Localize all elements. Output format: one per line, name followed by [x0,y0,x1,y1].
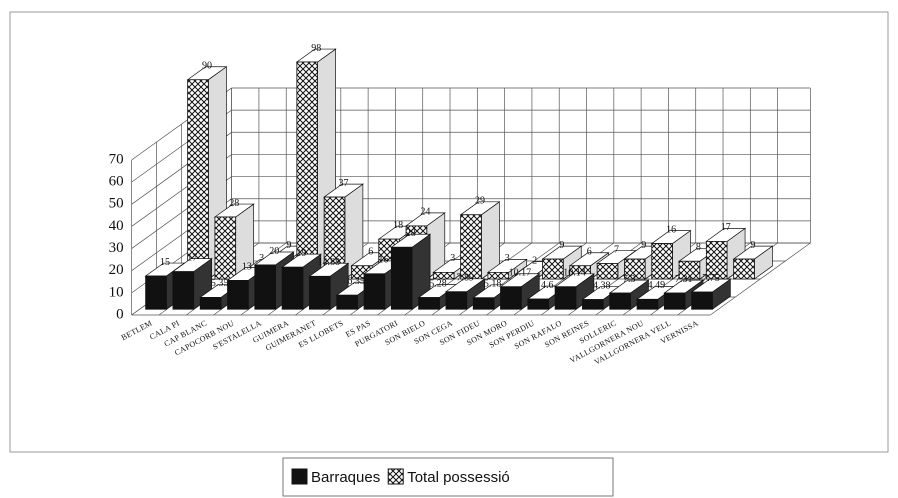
bar [460,214,482,280]
data-label: 17 [721,222,731,233]
data-label: 4.38 [593,280,611,291]
bar [609,292,631,310]
legend: Barraques Total possessió [291,468,510,486]
y-tick-label: 70 [109,151,124,167]
legend-box [282,457,614,497]
bar [554,286,577,310]
data-label: 10.14 [563,268,586,279]
legend-label: Total possessió [407,469,510,486]
data-label: 7.31 [675,274,693,285]
bar [187,79,209,280]
data-label: 9 [641,240,646,251]
bar [636,298,659,310]
data-label: 5.28 [429,278,447,289]
data-label: 9 [559,240,564,251]
bar [663,292,686,310]
bar [432,271,455,280]
data-label: 90 [202,61,212,72]
bar [363,273,386,310]
bar [227,280,249,310]
bar [542,258,564,280]
data-label: 29 [475,196,485,207]
data-label: 28 [229,198,239,209]
data-label: 18 [393,220,403,231]
bar [691,291,713,310]
data-label: 9 [286,240,291,251]
bar [472,297,495,310]
bar [418,297,440,310]
data-label: 16 [378,255,388,266]
y-tick-label: 30 [109,240,124,256]
bar [336,294,358,310]
y-tick-label: 40 [109,218,124,234]
data-label: 7 [614,244,619,255]
data-label: 6.35 [347,276,365,287]
data-label: 20 [269,246,279,257]
bar [487,271,510,280]
data-label: 10.17 [509,268,532,279]
bar [172,271,195,310]
data-label: 2 [532,255,537,266]
data-label: 13 [242,261,252,272]
bar [281,266,304,310]
bar [651,243,673,280]
data-label: 6 [587,247,592,258]
bar [214,216,237,280]
bar [254,264,276,310]
y-tick-label: 10 [109,284,124,300]
data-label: 19 [297,248,307,259]
data-label: 24 [420,207,430,218]
data-label: 5.35 [211,278,229,289]
data-label: 14.88 [318,257,341,268]
bar [296,61,318,280]
bar [500,286,522,310]
data-label: 16 [666,224,676,235]
y-tick-label: 0 [116,306,124,322]
data-label: 7.89 [457,273,475,284]
data-label: 7.75 [702,273,720,284]
bar [678,260,701,280]
y-tick-label: 60 [109,174,124,190]
bar [390,246,413,310]
bar [733,258,755,280]
bar [145,275,167,310]
data-label: 28 [406,228,416,239]
data-label: 9 [751,240,756,251]
data-label: 17 [187,252,197,263]
data-label: 7.3 [623,274,636,285]
data-label: 3 [450,253,455,264]
y-tick-label: 20 [109,262,124,278]
legend-swatch [291,468,308,485]
data-label: 5.18 [484,279,502,290]
bar [527,298,549,310]
legend-label: Barraques [311,469,380,486]
data-label: 4.49 [648,280,666,291]
data-label: 8 [696,242,701,253]
data-label: 37 [339,178,349,189]
y-tick-label: 50 [109,196,124,212]
bar [445,291,468,310]
legend-swatch [387,468,404,485]
bar [199,296,222,310]
bar [309,275,331,310]
data-label: 6 [368,247,373,258]
data-label: 15 [160,257,170,268]
plot-frame [9,11,889,453]
data-label: 3 [259,253,264,264]
bar [582,299,604,310]
data-label: 3 [505,253,510,264]
bar [624,258,646,280]
bar [596,263,619,280]
data-label: 4.6 [541,280,554,291]
data-label: 98 [311,43,321,54]
